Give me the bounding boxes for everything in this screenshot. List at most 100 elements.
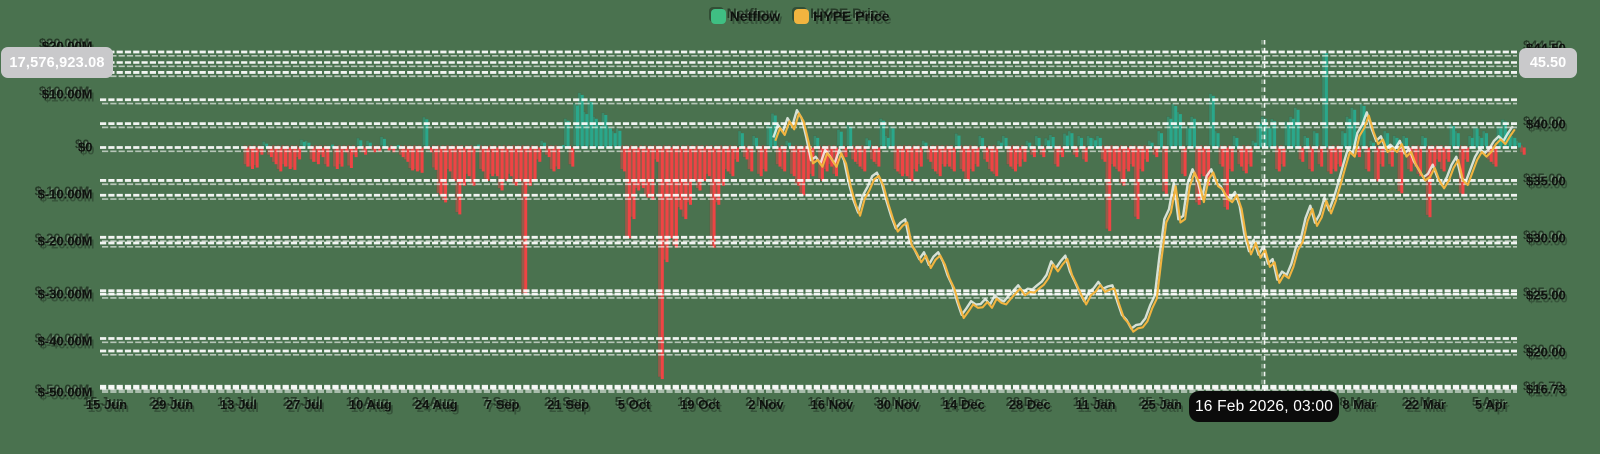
netflow-bar: [948, 147, 952, 167]
netflow-bar: [1169, 118, 1173, 148]
x-axis-tick-12: 30 Nov: [876, 397, 920, 412]
netflow-bar: [1263, 118, 1267, 148]
netflow-bar: [331, 144, 335, 148]
netflow-bar: [453, 147, 457, 181]
netflow-bar: [1084, 147, 1088, 162]
netflow-bar: [1395, 137, 1399, 148]
netflow-bar: [1037, 137, 1041, 148]
netflow-bar: [703, 147, 707, 181]
crosshair-time-tooltip: 16 Feb 2026, 03:00: [1189, 391, 1339, 422]
netflow-bar: [698, 147, 702, 191]
netflow-bar: [1160, 133, 1163, 148]
netflow-bar: [486, 147, 490, 181]
netflow-bar: [995, 147, 999, 177]
netflow-bar: [1042, 147, 1046, 158]
netflow-bar: [816, 137, 820, 148]
netflow-bar: [500, 147, 504, 191]
netflow-bar: [623, 147, 627, 172]
hype-price-series-swatch-icon: [794, 8, 810, 24]
netflow-bar: [802, 147, 806, 196]
netflow-bar: [943, 147, 947, 167]
netflow-bar: [382, 138, 386, 148]
right-axis-tick-1: $40.00: [1526, 116, 1566, 132]
legend-item-hype-price[interactable]: HYPE Price: [794, 8, 889, 24]
netflow-bar: [1009, 147, 1013, 167]
netflow-bar: [1433, 147, 1437, 167]
right-axis-tick-2: $35.00: [1526, 173, 1566, 189]
netflow-bar: [849, 127, 853, 148]
netflow-bar: [1226, 147, 1229, 210]
netflow-bar: [1470, 137, 1474, 148]
netflow-bar: [755, 137, 758, 148]
netflow-bar: [349, 147, 353, 168]
netflow-bar: [806, 147, 810, 181]
netflow-bar: [538, 147, 542, 162]
netflow-bar: [1400, 147, 1404, 194]
netflow-bar: [1056, 147, 1060, 167]
netflow-bar: [1348, 118, 1352, 148]
netflow-bar: [1089, 137, 1093, 148]
x-axis-tick-6: 7 Sep: [484, 397, 520, 412]
netflow-bar: [609, 128, 612, 148]
netflow-bar: [345, 147, 349, 153]
x-axis-tick-4: 10 Aug: [348, 397, 392, 412]
netflow-bar: [547, 147, 551, 158]
netflow-bar: [293, 147, 297, 170]
netflow-bar: [999, 142, 1003, 148]
netflow-bar: [1155, 147, 1159, 158]
netflow-bar: [1513, 137, 1517, 148]
netflow-bar: [938, 147, 942, 177]
netflow-bar: [1508, 133, 1512, 148]
netflow-bar: [1240, 147, 1244, 167]
netflow-bar: [1183, 147, 1187, 177]
netflow-bar: [1108, 147, 1112, 232]
netflow-bar: [533, 147, 537, 181]
netflow-bar: [853, 147, 857, 162]
netflow-bar: [976, 147, 980, 167]
netflow-bars-layer: [246, 53, 1526, 380]
netflow-bar: [1230, 147, 1234, 172]
netflow-bar: [1235, 137, 1239, 148]
netflow-bar: [825, 147, 829, 172]
netflow-bar: [858, 147, 862, 167]
netflow-bar: [1051, 137, 1055, 148]
netflow-bar: [1357, 147, 1361, 158]
netflow-bar: [769, 127, 773, 148]
x-axis-tick-7: 21 Sep: [547, 397, 590, 412]
x-axis-tick-0: 15 Jun: [85, 397, 128, 412]
netflow-bar: [1518, 142, 1521, 148]
x-axis-tick-21: 5 Apr: [1474, 397, 1508, 412]
netflow-bar: [420, 147, 424, 173]
netflow-bar: [1428, 147, 1432, 218]
netflow-bar: [481, 147, 485, 172]
netflow-bar: [505, 147, 509, 181]
crosshair-right-value-badge: 45.50: [1519, 48, 1577, 78]
netflow-bar: [439, 147, 443, 196]
netflow-bar: [1390, 147, 1394, 167]
netflow-bar: [919, 147, 923, 167]
right-axis-tick-3: $30.00: [1526, 230, 1566, 246]
netflow-bar: [788, 142, 791, 148]
netflow-bar: [689, 147, 692, 205]
netflow-bar: [934, 147, 937, 172]
netflow-bar: [740, 133, 744, 148]
netflow-bar: [1141, 147, 1145, 172]
netflow-bar: [1447, 147, 1451, 162]
x-axis-tick-1: 29 Jun: [151, 397, 194, 412]
netflow-bar: [302, 141, 306, 148]
netflow-bar: [905, 147, 909, 177]
netflow-bar: [1216, 133, 1220, 148]
netflow-bar: [340, 147, 344, 167]
left-axis-tick-7: $-50.00M: [37, 384, 93, 400]
left-axis-tick-5: $-30.00M: [37, 286, 93, 302]
legend-item-netflow[interactable]: Netflow: [710, 8, 780, 24]
netflow-bar: [1014, 147, 1017, 172]
netflow-bar: [406, 147, 410, 162]
netflow-bar: [901, 147, 904, 177]
netflow-bar: [1164, 147, 1168, 194]
netflow-bar: [792, 147, 796, 177]
x-axis-tick-15: 11 Jan: [1075, 397, 1116, 412]
netflow-bar: [679, 147, 683, 210]
